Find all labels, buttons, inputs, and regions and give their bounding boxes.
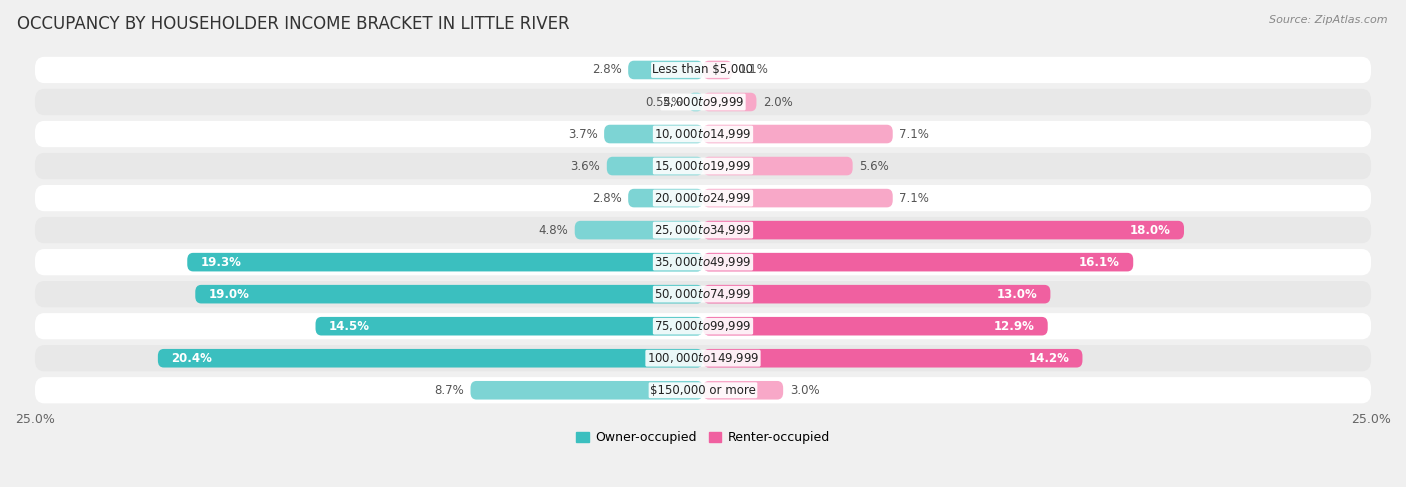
FancyBboxPatch shape <box>35 313 1371 339</box>
FancyBboxPatch shape <box>605 125 703 143</box>
Text: 4.8%: 4.8% <box>538 224 568 237</box>
FancyBboxPatch shape <box>703 285 1050 303</box>
Text: Less than $5,000: Less than $5,000 <box>652 63 754 76</box>
Text: $75,000 to $99,999: $75,000 to $99,999 <box>654 319 752 333</box>
FancyBboxPatch shape <box>703 253 1133 271</box>
Text: 19.0%: 19.0% <box>208 288 249 300</box>
Text: 2.8%: 2.8% <box>592 191 621 205</box>
FancyBboxPatch shape <box>35 377 1371 403</box>
Text: 3.0%: 3.0% <box>790 384 820 397</box>
FancyBboxPatch shape <box>607 157 703 175</box>
Text: 14.5%: 14.5% <box>329 319 370 333</box>
Text: $35,000 to $49,999: $35,000 to $49,999 <box>654 255 752 269</box>
FancyBboxPatch shape <box>628 189 703 207</box>
Text: $10,000 to $14,999: $10,000 to $14,999 <box>654 127 752 141</box>
Text: 18.0%: 18.0% <box>1130 224 1171 237</box>
FancyBboxPatch shape <box>187 253 703 271</box>
FancyBboxPatch shape <box>35 249 1371 275</box>
Text: $100,000 to $149,999: $100,000 to $149,999 <box>647 351 759 365</box>
FancyBboxPatch shape <box>703 349 1083 368</box>
Text: 3.6%: 3.6% <box>571 160 600 172</box>
FancyBboxPatch shape <box>315 317 703 336</box>
FancyBboxPatch shape <box>703 317 1047 336</box>
FancyBboxPatch shape <box>628 61 703 79</box>
FancyBboxPatch shape <box>703 189 893 207</box>
FancyBboxPatch shape <box>703 93 756 112</box>
FancyBboxPatch shape <box>35 121 1371 147</box>
FancyBboxPatch shape <box>35 89 1371 115</box>
FancyBboxPatch shape <box>35 345 1371 372</box>
FancyBboxPatch shape <box>157 349 703 368</box>
Text: 19.3%: 19.3% <box>201 256 242 269</box>
FancyBboxPatch shape <box>471 381 703 399</box>
FancyBboxPatch shape <box>703 125 893 143</box>
Text: 2.8%: 2.8% <box>592 63 621 76</box>
FancyBboxPatch shape <box>703 221 1184 240</box>
FancyBboxPatch shape <box>35 153 1371 179</box>
FancyBboxPatch shape <box>703 381 783 399</box>
FancyBboxPatch shape <box>35 217 1371 243</box>
FancyBboxPatch shape <box>195 285 703 303</box>
Text: 5.6%: 5.6% <box>859 160 889 172</box>
Text: $5,000 to $9,999: $5,000 to $9,999 <box>662 95 744 109</box>
Text: 13.0%: 13.0% <box>997 288 1038 300</box>
FancyBboxPatch shape <box>35 57 1371 83</box>
Text: $150,000 or more: $150,000 or more <box>650 384 756 397</box>
Text: 16.1%: 16.1% <box>1078 256 1119 269</box>
Legend: Owner-occupied, Renter-occupied: Owner-occupied, Renter-occupied <box>571 426 835 450</box>
Text: $15,000 to $19,999: $15,000 to $19,999 <box>654 159 752 173</box>
Text: $50,000 to $74,999: $50,000 to $74,999 <box>654 287 752 301</box>
FancyBboxPatch shape <box>703 61 733 79</box>
Text: 0.54%: 0.54% <box>645 95 682 109</box>
Text: 12.9%: 12.9% <box>994 319 1035 333</box>
FancyBboxPatch shape <box>703 157 852 175</box>
Text: 14.2%: 14.2% <box>1028 352 1069 365</box>
Text: 20.4%: 20.4% <box>172 352 212 365</box>
Text: 8.7%: 8.7% <box>434 384 464 397</box>
Text: 2.0%: 2.0% <box>763 95 793 109</box>
FancyBboxPatch shape <box>575 221 703 240</box>
Text: $25,000 to $34,999: $25,000 to $34,999 <box>654 223 752 237</box>
Text: 7.1%: 7.1% <box>900 191 929 205</box>
FancyBboxPatch shape <box>689 93 703 112</box>
Text: Source: ZipAtlas.com: Source: ZipAtlas.com <box>1270 15 1388 25</box>
Text: 3.7%: 3.7% <box>568 128 598 141</box>
Text: 1.1%: 1.1% <box>740 63 769 76</box>
Text: OCCUPANCY BY HOUSEHOLDER INCOME BRACKET IN LITTLE RIVER: OCCUPANCY BY HOUSEHOLDER INCOME BRACKET … <box>17 15 569 33</box>
Text: $20,000 to $24,999: $20,000 to $24,999 <box>654 191 752 205</box>
FancyBboxPatch shape <box>35 281 1371 307</box>
Text: 7.1%: 7.1% <box>900 128 929 141</box>
FancyBboxPatch shape <box>35 185 1371 211</box>
